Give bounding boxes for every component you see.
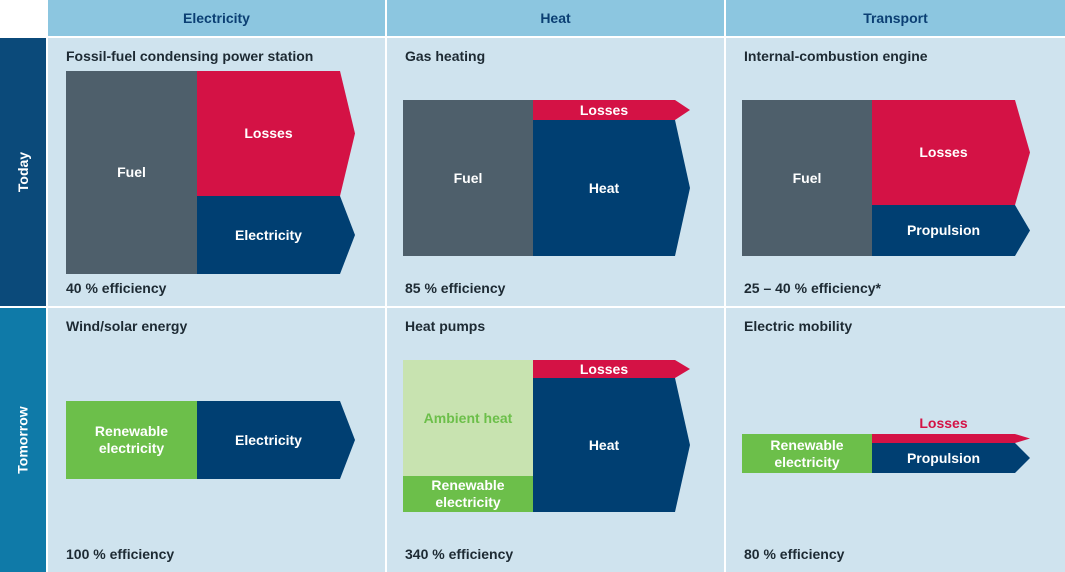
efficiency: 80 % efficiency [744,546,845,562]
flow-block: Losses [872,100,1030,205]
cell-title: Internal-combustion engine [744,48,928,64]
flow-block: Electricity [197,196,355,274]
flow-block: Propulsion [872,443,1030,473]
flow-block: Losses [197,71,355,196]
flow-block: Fuel [403,100,533,256]
flow-block: Heat [533,378,690,512]
flow-block: Renewable electricity [403,476,533,512]
row-label-text: Tomorrow [15,406,31,474]
efficiency: 25 – 40 % efficiency* [744,280,881,296]
cell-title: Heat pumps [405,318,486,334]
cell-title: Fossil-fuel condensing power station [66,48,314,64]
efficiency: 100 % efficiency [66,546,175,562]
row-label: Tomorrow [0,308,46,572]
corner [0,0,48,36]
cell-title: Wind/solar energy [66,318,188,334]
flow-block: Propulsion [872,205,1030,256]
flow-block: Fuel [742,100,872,256]
flow-block [872,434,1030,443]
row-label: Today [0,38,46,306]
row-label-text: Today [14,151,31,193]
flow-block: Ambient heat [403,360,533,476]
flow-block: Heat [533,120,690,256]
column-header: Heat [387,0,724,36]
cell-title: Gas heating [405,48,486,64]
efficiency: 340 % efficiency [405,546,514,562]
flow-block: Renewable electricity [66,401,197,479]
flow-label: Losses [919,414,968,431]
flow-block: Electricity [197,401,355,479]
efficiency: 40 % efficiency [66,280,167,296]
column-header: Electricity [48,0,385,36]
column-header: Transport [726,0,1065,36]
flow-block: Losses [533,360,690,378]
cell-title: Electric mobility [744,318,853,334]
flow-block: Renewable electricity [742,434,872,473]
flow-block: Losses [533,100,690,120]
flow-block: Fuel [66,71,197,274]
efficiency: 85 % efficiency [405,280,506,296]
